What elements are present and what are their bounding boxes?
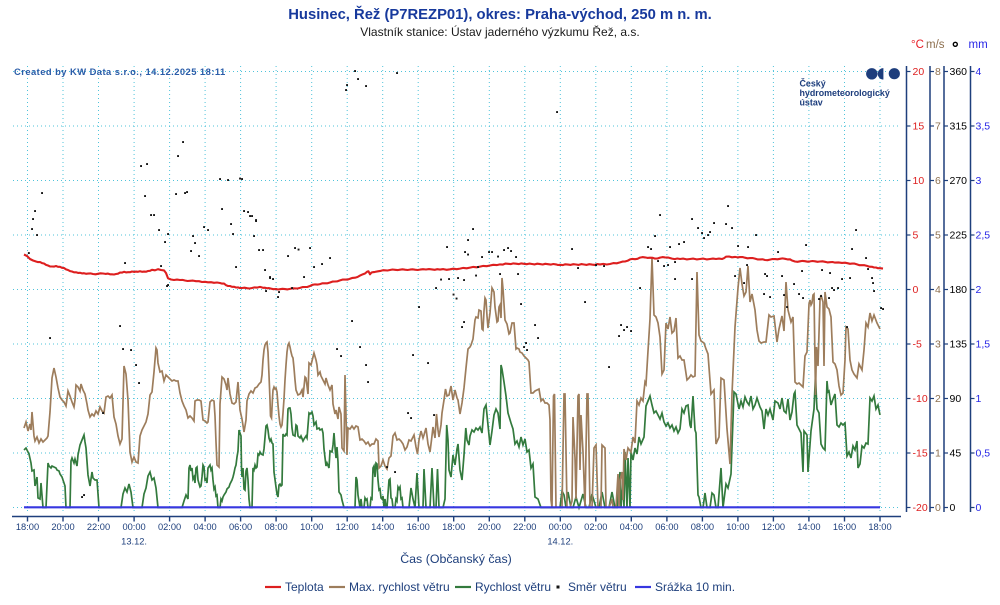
svg-text:08:00: 08:00 (264, 522, 287, 532)
svg-text:-15: -15 (913, 448, 928, 460)
svg-text:mm: mm (969, 39, 988, 51)
svg-text:08:00: 08:00 (691, 522, 714, 532)
svg-text:Teplota: Teplota (285, 580, 324, 594)
svg-text:3: 3 (935, 339, 941, 351)
svg-text:10:00: 10:00 (726, 522, 749, 532)
svg-text:4: 4 (935, 284, 941, 296)
svg-text:3,5: 3,5 (976, 121, 991, 133)
svg-text:0: 0 (950, 502, 956, 514)
svg-text:16:00: 16:00 (833, 522, 856, 532)
svg-text:06:00: 06:00 (655, 522, 678, 532)
svg-text:02:00: 02:00 (584, 522, 607, 532)
svg-text:18:00: 18:00 (868, 522, 891, 532)
svg-text:00:00: 00:00 (549, 522, 572, 532)
svg-text:18:00: 18:00 (442, 522, 465, 532)
svg-text:14.12.: 14.12. (547, 537, 573, 547)
svg-text:10:00: 10:00 (300, 522, 323, 532)
svg-text:135: 135 (950, 339, 968, 351)
svg-text:20: 20 (913, 66, 925, 78)
svg-text:-20: -20 (913, 502, 928, 514)
svg-text:Vlastník stanice: Ústav jadern: Vlastník stanice: Ústav jaderného výzkum… (360, 24, 639, 39)
svg-text:45: 45 (950, 448, 962, 460)
svg-text:m/s: m/s (926, 39, 945, 51)
svg-text:2: 2 (976, 284, 982, 296)
svg-text:1,5: 1,5 (976, 339, 991, 351)
svg-text:22:00: 22:00 (513, 522, 536, 532)
svg-text:18:00: 18:00 (16, 522, 39, 532)
svg-text:1: 1 (976, 393, 982, 405)
svg-text:Created by KW Data s.r.o., 14.: Created by KW Data s.r.o., 14.12.2025 18… (14, 66, 226, 77)
svg-text:-5: -5 (913, 339, 922, 351)
svg-text:14:00: 14:00 (371, 522, 394, 532)
svg-text:0: 0 (976, 502, 982, 514)
svg-text:225: 225 (950, 230, 968, 242)
svg-text:0: 0 (935, 502, 941, 514)
svg-text:Čas (Občanský čas): Čas (Občanský čas) (400, 551, 512, 566)
svg-text:7: 7 (935, 121, 941, 133)
svg-text:8: 8 (935, 66, 941, 78)
svg-text:0,5: 0,5 (976, 448, 991, 460)
svg-text:180: 180 (950, 284, 968, 296)
svg-text:0: 0 (913, 284, 919, 296)
svg-text:Husinec, Řež (P7REZP01), okres: Husinec, Řež (P7REZP01), okres: Praha-vý… (288, 5, 712, 23)
svg-text:12:00: 12:00 (336, 522, 359, 532)
svg-text:-10: -10 (913, 393, 928, 405)
svg-text:3: 3 (976, 175, 982, 187)
svg-text:13.12.: 13.12. (121, 537, 147, 547)
svg-text:Srážka 10 min.: Srážka 10 min. (655, 580, 735, 594)
svg-text:hydrometeorologický: hydrometeorologický (800, 88, 890, 98)
svg-text:°C: °C (911, 39, 924, 51)
svg-text:Rychlost větru: Rychlost větru (475, 580, 551, 594)
svg-text:10: 10 (913, 175, 925, 187)
svg-text:15: 15 (913, 121, 925, 133)
svg-text:ústav: ústav (800, 98, 823, 108)
svg-text:06:00: 06:00 (229, 522, 252, 532)
svg-text:20:00: 20:00 (51, 522, 74, 532)
svg-text:Směr větru: Směr větru (568, 580, 627, 594)
svg-text:22:00: 22:00 (87, 522, 110, 532)
svg-text:16:00: 16:00 (407, 522, 430, 532)
svg-text:2,5: 2,5 (976, 230, 991, 242)
svg-text:315: 315 (950, 121, 968, 133)
svg-text:4: 4 (976, 66, 982, 78)
svg-text:5: 5 (935, 230, 941, 242)
svg-text:90: 90 (950, 393, 962, 405)
svg-text:5: 5 (913, 230, 919, 242)
svg-text:14:00: 14:00 (797, 522, 820, 532)
svg-text:00:00: 00:00 (122, 522, 145, 532)
svg-text:04:00: 04:00 (620, 522, 643, 532)
svg-text:2: 2 (935, 393, 941, 405)
svg-text:12:00: 12:00 (762, 522, 785, 532)
svg-text:20:00: 20:00 (478, 522, 501, 532)
svg-text:Max. rychlost větru: Max. rychlost větru (349, 580, 450, 594)
svg-text:360: 360 (950, 66, 968, 78)
svg-text:02:00: 02:00 (158, 522, 181, 532)
svg-text:Český: Český (800, 78, 826, 89)
svg-text:1: 1 (935, 448, 941, 460)
svg-text:6: 6 (935, 175, 941, 187)
svg-text:270: 270 (950, 175, 968, 187)
svg-text:04:00: 04:00 (193, 522, 216, 532)
